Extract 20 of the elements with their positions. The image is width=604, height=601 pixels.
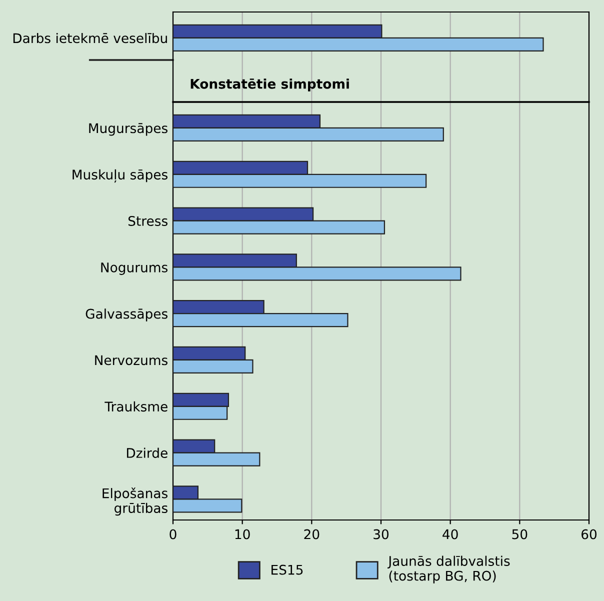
- y-tick-label: Muskuļu sāpes: [72, 169, 168, 183]
- x-tick-label: 60: [582, 529, 597, 540]
- y-tick-label: Mugursāpes: [89, 123, 168, 136]
- y-tick-label: Nogurums: [101, 262, 168, 275]
- x-tick-label: 30: [374, 529, 389, 540]
- y-tick-label: Trauksme: [104, 401, 168, 412]
- annotation: Konstatētie simptomi: [190, 78, 349, 92]
- x-tick-label: 20: [304, 529, 320, 540]
- y-tick-label: Elpošanas grūtības: [102, 488, 168, 516]
- y-tick-label: Nervozums: [95, 355, 168, 366]
- y-tick-label: Dzirde: [126, 448, 168, 458]
- legend-label: Jaunās dalībvalstis (tostarp BG, RO): [388, 556, 510, 584]
- x-tick-label: 50: [512, 529, 528, 540]
- y-tick-label: Stress: [128, 216, 168, 226]
- y-tick-label: Galvassāpes: [86, 308, 168, 322]
- x-tick-label: 0: [170, 529, 176, 540]
- y-tick-label: Darbs ietekmē veselību: [13, 32, 167, 44]
- legend-label: ES15: [272, 564, 303, 575]
- x-tick-label: 10: [235, 529, 250, 540]
- x-tick-label: 40: [442, 529, 458, 540]
